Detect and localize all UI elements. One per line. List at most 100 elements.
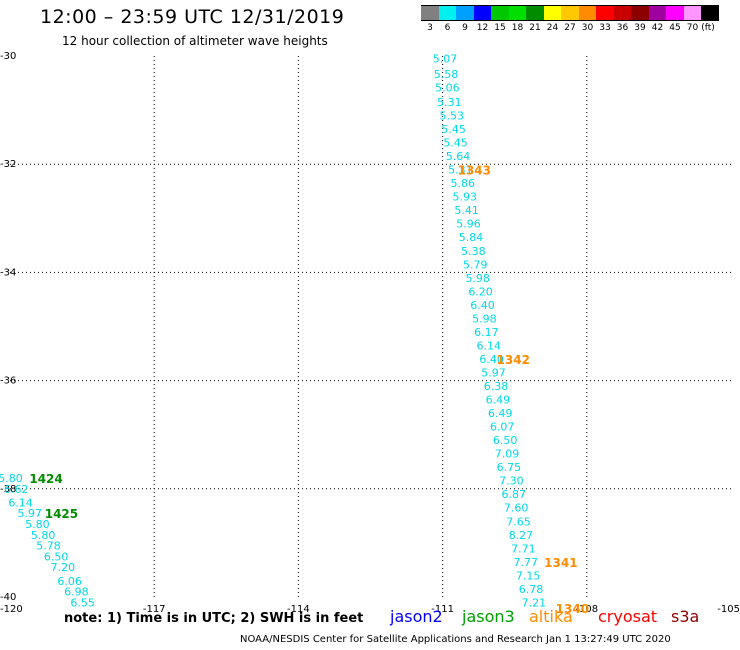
wave-height-value: 7.09: [495, 448, 520, 461]
wave-height-value: 5.38: [461, 245, 486, 258]
legend-label: 9: [462, 23, 468, 33]
pass-time-label: 1341: [544, 556, 577, 570]
page-subtitle: 12 hour collection of altimeter wave hei…: [62, 34, 328, 48]
wave-height-value: 5.93: [452, 191, 477, 204]
legend-swatch: [613, 5, 631, 21]
pass-time-label: 1424: [29, 472, 62, 486]
legend-label: 18: [511, 23, 524, 33]
legend-label: 12: [476, 23, 489, 33]
time-labels: 1343 1342 1341 1340 1424 1425: [29, 164, 589, 616]
map-grid: [10, 56, 731, 597]
satellite-jason2: jason2: [390, 607, 443, 626]
wave-height-value: 6.49: [486, 394, 511, 407]
wave-height-value: 6.38: [484, 380, 509, 393]
satellite-jason3: jason3: [462, 607, 515, 626]
wave-height-value: 6.49: [488, 407, 513, 420]
wave-height-value: 5.41: [454, 204, 479, 217]
lat-tick-label: -30: [0, 51, 16, 62]
wave-height-value: 5.06: [435, 81, 460, 94]
wave-height-value: 5.97: [481, 366, 506, 379]
wave-height-value: 5.79: [463, 258, 488, 271]
wave-height-value: 7.21: [522, 596, 547, 609]
wave-height-value: 5.78: [36, 540, 61, 553]
pass-time-label: 1425: [45, 507, 78, 521]
lon-tick-label: -111: [431, 604, 454, 615]
legend-label: 24: [546, 23, 559, 33]
wave-height-value: 5.53: [439, 110, 464, 123]
legend-swatch: [526, 5, 544, 21]
lat-tick-label: -34: [0, 267, 16, 278]
legend-label: 6: [444, 23, 451, 33]
legend-label: 36: [616, 23, 629, 33]
legend-unit: (ft): [701, 23, 715, 33]
wave-height-value: 6.87: [501, 488, 526, 501]
wave-height-value: 6.50: [44, 550, 69, 563]
wave-height-value: 7.15: [516, 569, 541, 582]
legend-swatch: [596, 5, 614, 21]
wave-height-value: 6.50: [493, 434, 518, 447]
legend-label: 45: [669, 23, 681, 33]
wave-height-value: 7.20: [51, 561, 76, 574]
legend-label: 39: [634, 23, 646, 33]
satellite-altika: altika: [529, 607, 573, 626]
lon-tick-label: -105: [717, 604, 740, 615]
legend-swatch: [491, 5, 509, 21]
wave-height-value: 5.86: [451, 177, 476, 190]
legend-label: 21: [529, 23, 541, 33]
wave-height-value: 6.20: [468, 285, 493, 298]
wave-height-value: 5.58: [434, 68, 459, 81]
lat-tick-label: -40: [0, 592, 16, 603]
wave-height-value: 7.30: [499, 475, 524, 488]
wave-height-value: 5.31: [437, 96, 462, 109]
wave-height-value: 6.55: [70, 596, 95, 609]
legend-label: 70: [686, 23, 699, 33]
legend-label: 15: [494, 23, 506, 33]
wave-height-value: 6.40: [479, 353, 504, 366]
wave-height-value: 6.62: [4, 483, 29, 496]
wave-tracks: 5.075.585.065.315.535.455.455.645.315.86…: [0, 53, 546, 610]
legend-swatch: [578, 5, 596, 21]
lon-tick-label: -114: [287, 604, 310, 615]
pass-time-label: 1342: [497, 353, 530, 367]
wave-height-value: 8.27: [509, 529, 534, 542]
legend-swatch: [543, 5, 561, 21]
legend-swatch: [438, 5, 456, 21]
legend-swatch: [648, 5, 666, 21]
wave-height-value: 7.71: [511, 542, 536, 555]
legend-label: 3: [427, 23, 433, 33]
legend-swatch: [561, 5, 579, 21]
wave-height-value: 6.14: [8, 496, 33, 509]
wave-height-value: 6.07: [490, 421, 515, 434]
wave-height-value: 6.06: [57, 575, 82, 588]
wave-height-value: 6.98: [64, 586, 89, 599]
wave-height-value: 7.77: [514, 556, 539, 569]
axis-labels: -120 -117 -114 -111 -108 -105 -30 -32 -34 -36 -38 -…: [0, 51, 740, 615]
pass-time-label: 1343: [458, 164, 491, 178]
wave-height-value: 5.80: [25, 518, 50, 531]
wave-height-value: 5.80: [31, 529, 56, 542]
wave-height-value: 5.98: [472, 312, 497, 325]
wave-height-value: 6.17: [474, 326, 499, 339]
wave-height-value: 5.84: [459, 231, 484, 244]
satellite-cryosat: cryosat: [598, 607, 658, 626]
wave-height-value: 5.31: [448, 164, 473, 177]
wave-height-value: 5.97: [17, 507, 42, 520]
wave-height-value: 6.75: [497, 461, 522, 474]
wave-height-value: 7.60: [504, 502, 529, 515]
lon-tick-label: -108: [575, 604, 598, 615]
wave-height-value: 5.07: [433, 53, 458, 66]
legend-swatch: [421, 5, 439, 21]
legend-label: 27: [564, 23, 576, 33]
legend-swatch: [701, 5, 719, 21]
wave-height-value: 7.65: [506, 515, 531, 528]
legend-swatch: [666, 5, 684, 21]
legend-swatch: [631, 5, 649, 21]
footer-credit: NOAA/NESDIS Center for Satellite Applica…: [240, 634, 671, 645]
wave-height-value: 6.78: [519, 583, 544, 596]
legend-swatch: [683, 5, 701, 21]
wave-height-value: 5.80: [0, 472, 23, 485]
wave-height-value: 5.45: [441, 123, 466, 136]
lon-tick-label: -120: [0, 604, 23, 615]
lat-tick-label: -36: [0, 376, 16, 387]
